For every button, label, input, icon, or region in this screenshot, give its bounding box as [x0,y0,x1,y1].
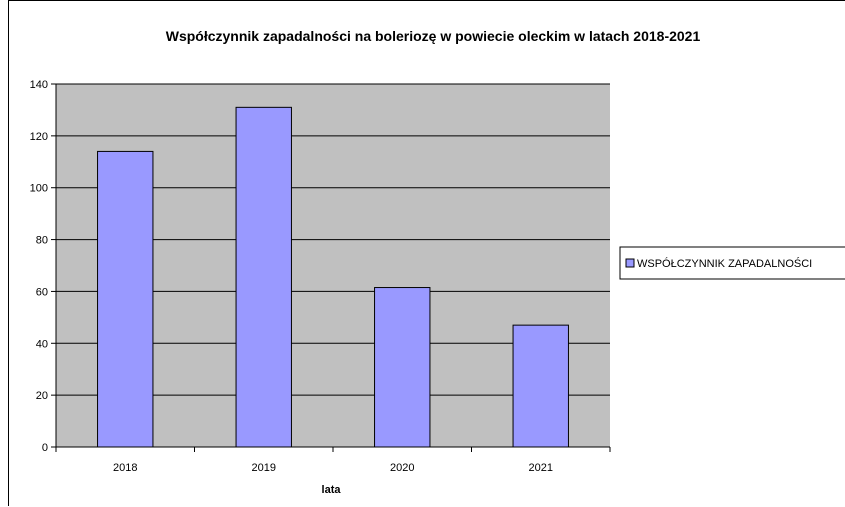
y-tick-label: 60 [36,286,48,298]
chart: Współczynnik zapadalności na boleriozę w… [30,28,845,496]
y-tick-label: 120 [30,131,48,143]
x-axis-label: lata [322,484,342,496]
y-tick-label: 0 [42,442,48,454]
y-tick-label: 80 [36,235,48,247]
x-tick-label: 2018 [113,462,137,474]
legend: WSPÓŁCZYNNIK ZAPADALNOŚCI [619,246,845,280]
legend-swatch [625,258,635,268]
chart-frame: Współczynnik zapadalności na boleriozę w… [8,0,845,506]
bar [235,106,292,448]
plot-area: 0 20 40 60 80 100 120 140 2018 2019 2020 2021 [30,79,611,474]
y-tick-label: 100 [30,183,48,195]
y-tick-label: 140 [30,79,48,91]
bar [512,324,569,448]
legend-box [619,246,845,280]
bar [374,287,431,448]
bar [97,150,154,448]
legend-label: WSPÓŁCZYNNIK ZAPADALNOŚCI [637,257,812,270]
chart-title: Współczynnik zapadalności na boleriozę w… [166,28,701,44]
y-tick-label: 20 [36,390,48,402]
x-tick-label: 2020 [390,462,414,474]
x-tick-label: 2021 [529,462,553,474]
y-tick-label: 40 [36,338,48,350]
x-tick-label: 2019 [252,462,276,474]
